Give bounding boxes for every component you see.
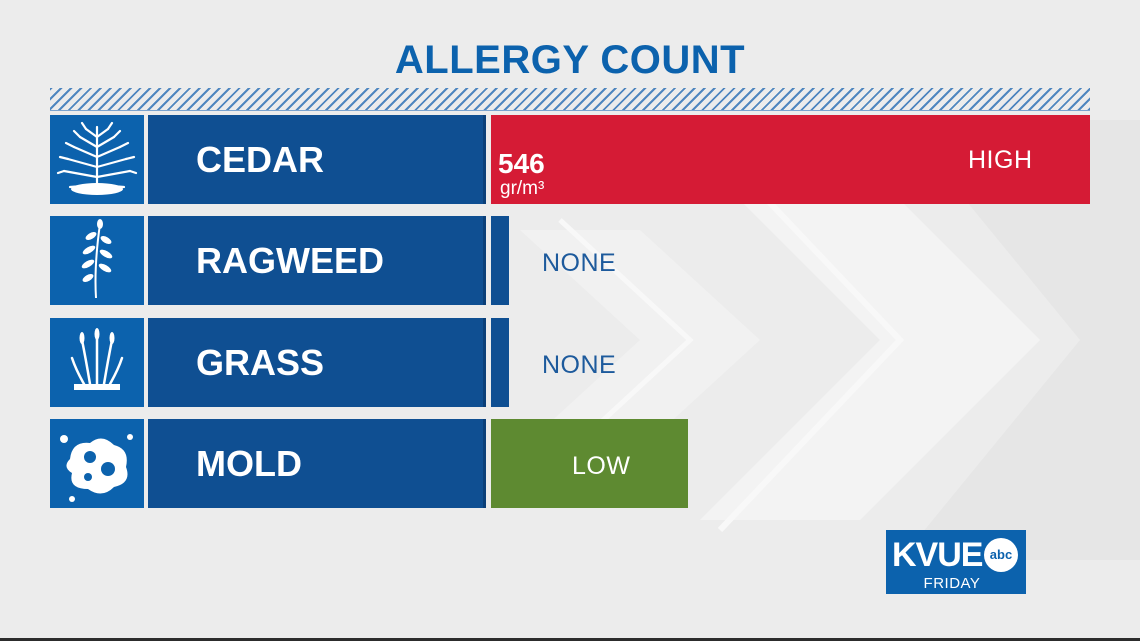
ragweed-bar	[491, 216, 509, 305]
cedar-unit-label: gr/m³	[500, 178, 545, 199]
grass-label: GRASS	[196, 342, 325, 383]
mold-level-label: LOW	[572, 452, 631, 480]
ragweed-level-label: NONE	[542, 249, 617, 277]
ragweed-label: RAGWEED	[196, 240, 384, 281]
cedar-label-box: CEDAR	[148, 115, 486, 204]
grass-level-label: NONE	[542, 351, 617, 379]
cedar-bar	[491, 115, 1090, 204]
ragweed-plant-icon	[81, 219, 113, 299]
logo-day: FRIDAY	[923, 575, 981, 592]
grass-label-box: GRASS	[148, 318, 486, 407]
ragweed-label-box: RAGWEED	[148, 216, 486, 305]
hatch-divider	[50, 88, 1090, 111]
grass-bar	[491, 318, 509, 407]
cedar-icon-box	[50, 115, 144, 204]
mold-label: MOLD	[196, 443, 302, 484]
mold-label-box: MOLD	[148, 419, 486, 508]
mold-bar	[491, 419, 688, 508]
grass-icon-box	[50, 318, 144, 407]
ragweed-icon-box	[50, 216, 144, 305]
kvue-logo: KVUE abc FRIDAY	[886, 530, 1026, 594]
logo-brand: KVUE	[892, 536, 983, 574]
abc-network-icon: abc	[984, 538, 1018, 572]
cedar-label: CEDAR	[196, 139, 325, 180]
cedar-tree-icon	[56, 121, 138, 195]
cedar-level-label: HIGH	[968, 146, 1033, 174]
mold-icon-box	[50, 419, 144, 508]
footer-line	[0, 638, 1140, 641]
grass-icon	[70, 328, 124, 390]
cedar-value-label: 546	[498, 148, 545, 179]
chart-title: ALLERGY COUNT	[394, 38, 746, 82]
mold-spore-icon	[60, 434, 133, 502]
